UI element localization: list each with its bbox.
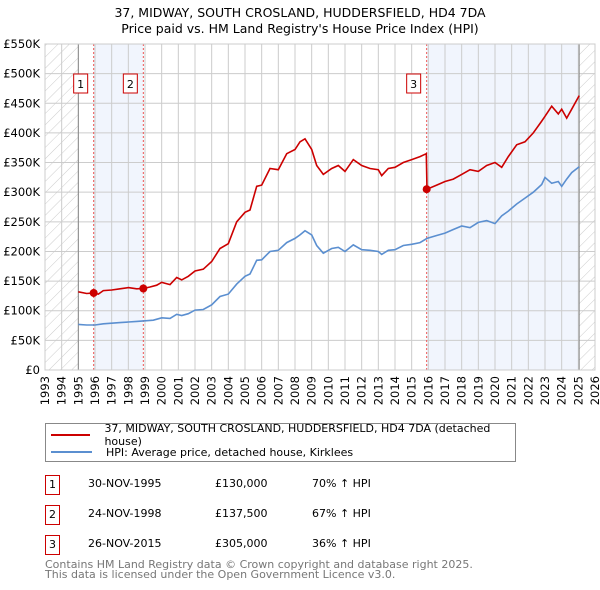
footer-licence: This data is licensed under the Open Gov… xyxy=(45,568,396,581)
sale-label: 1 xyxy=(77,78,84,91)
y-tick-label: £350K xyxy=(3,156,40,170)
transaction-hpi-delta: 67% ↑ HPI xyxy=(312,507,371,520)
x-tick-label: 2007 xyxy=(271,376,285,405)
sale-point xyxy=(139,284,148,293)
x-tick-label: 2017 xyxy=(438,376,452,405)
legend-blue-line xyxy=(51,451,92,453)
sale-label: 3 xyxy=(410,78,417,91)
transaction-price: £305,000 xyxy=(215,537,268,550)
transaction-marker: 2 xyxy=(45,505,60,525)
property-price-line xyxy=(78,95,580,295)
sale-label-box xyxy=(406,73,422,94)
y-tick-label: £250K xyxy=(3,215,40,229)
y-tick-label: £550K xyxy=(3,37,40,51)
x-tick-label: 1997 xyxy=(105,376,119,405)
x-tick-label: 2002 xyxy=(188,376,202,405)
x-tick-label: 2004 xyxy=(221,376,235,405)
y-tick-label: £50K xyxy=(11,333,41,347)
legend-label-property: 37, MIDWAY, SOUTH CROSLAND, HUDDERSFIELD… xyxy=(104,422,491,448)
x-tick-label: 2013 xyxy=(371,376,385,405)
x-tick-label: 2009 xyxy=(305,376,319,405)
transaction-price: £130,000 xyxy=(215,477,268,490)
x-tick-label: 1993 xyxy=(38,376,52,405)
x-tick-label: 2019 xyxy=(471,376,485,405)
x-tick-label: 1996 xyxy=(88,376,102,405)
legend-item-property: 37, MIDWAY, SOUTH CROSLAND, HUDDERSFIELD… xyxy=(51,422,515,448)
no-data-hatch-right xyxy=(579,44,595,370)
y-tick-label: £450K xyxy=(3,96,40,110)
x-tick-label: 2025 xyxy=(571,376,585,405)
sale-label-box xyxy=(73,73,89,94)
chart-subtitle: Price paid vs. HM Land Registry's House … xyxy=(121,21,478,36)
x-tick-label: 2003 xyxy=(205,376,219,405)
x-tick-label: 2001 xyxy=(171,376,185,405)
x-tick-label: 2024 xyxy=(555,376,569,405)
x-tick-label: 2018 xyxy=(455,376,469,405)
y-tick-label: £200K xyxy=(3,244,40,258)
transaction-date: 30-NOV-1995 xyxy=(88,477,162,490)
transaction-date: 24-NOV-1998 xyxy=(88,507,162,520)
x-tick-label: 2014 xyxy=(388,376,402,405)
x-tick-label: 2008 xyxy=(288,376,302,405)
y-tick-label: £500K xyxy=(3,67,40,81)
x-tick-label: 1994 xyxy=(55,376,69,405)
x-tick-label: 2010 xyxy=(321,376,335,405)
transaction-date: 26-NOV-2015 xyxy=(88,537,162,550)
y-tick-label: £100K xyxy=(3,304,40,318)
price-chart: 37, MIDWAY, SOUTH CROSLAND, HUDDERSFIELD… xyxy=(3,5,600,405)
x-tick-label: 2023 xyxy=(538,376,552,405)
y-tick-label: £400K xyxy=(3,126,40,140)
chart-title: 37, MIDWAY, SOUTH CROSLAND, HUDDERSFIELD… xyxy=(114,5,486,20)
shaded-period xyxy=(93,44,144,370)
transaction-hpi-delta: 70% ↑ HPI xyxy=(312,477,371,490)
x-tick-label: 1998 xyxy=(121,376,135,405)
x-tick-label: 2022 xyxy=(521,376,535,405)
legend-label-hpi: HPI: Average price, detached house, Kirk… xyxy=(106,445,354,459)
x-tick-label: 2005 xyxy=(238,376,252,405)
sale-point xyxy=(89,288,98,297)
shaded-period xyxy=(426,44,580,370)
x-tick-label: 2006 xyxy=(255,376,269,405)
x-tick-label: 1999 xyxy=(138,376,152,405)
legend-red-line xyxy=(51,434,91,436)
x-tick-label: 2015 xyxy=(405,376,419,405)
x-tick-label: 2026 xyxy=(588,376,600,405)
transaction-marker: 1 xyxy=(45,475,60,495)
chart-legend: 37, MIDWAY, SOUTH CROSLAND, HUDDERSFIELD… xyxy=(45,422,516,462)
transaction-price: £137,500 xyxy=(215,507,268,520)
transaction-hpi-delta: 36% ↑ HPI xyxy=(312,537,371,550)
y-tick-label: £150K xyxy=(3,274,40,288)
sale-label-box xyxy=(122,73,138,94)
x-tick-label: 2021 xyxy=(505,376,519,405)
sale-label: 2 xyxy=(127,78,134,91)
footer: Contains HM Land Registry data © Crown c… xyxy=(45,558,473,581)
x-tick-label: 1995 xyxy=(71,376,85,405)
legend-item-hpi: HPI: Average price, detached house, Kirk… xyxy=(51,444,353,460)
plot-frame xyxy=(44,43,596,371)
x-tick-label: 2000 xyxy=(155,376,169,405)
x-tick-label: 2012 xyxy=(355,376,369,405)
transaction-marker: 3 xyxy=(45,535,60,555)
x-tick-label: 2020 xyxy=(488,376,502,405)
y-tick-label: £0 xyxy=(25,363,40,377)
x-tick-label: 2016 xyxy=(421,376,435,405)
footer-copyright: Contains HM Land Registry data © Crown c… xyxy=(45,558,473,571)
sale-point xyxy=(422,185,431,194)
hpi-line xyxy=(78,166,580,326)
x-tick-label: 2011 xyxy=(338,376,352,405)
y-tick-label: £300K xyxy=(3,185,40,199)
